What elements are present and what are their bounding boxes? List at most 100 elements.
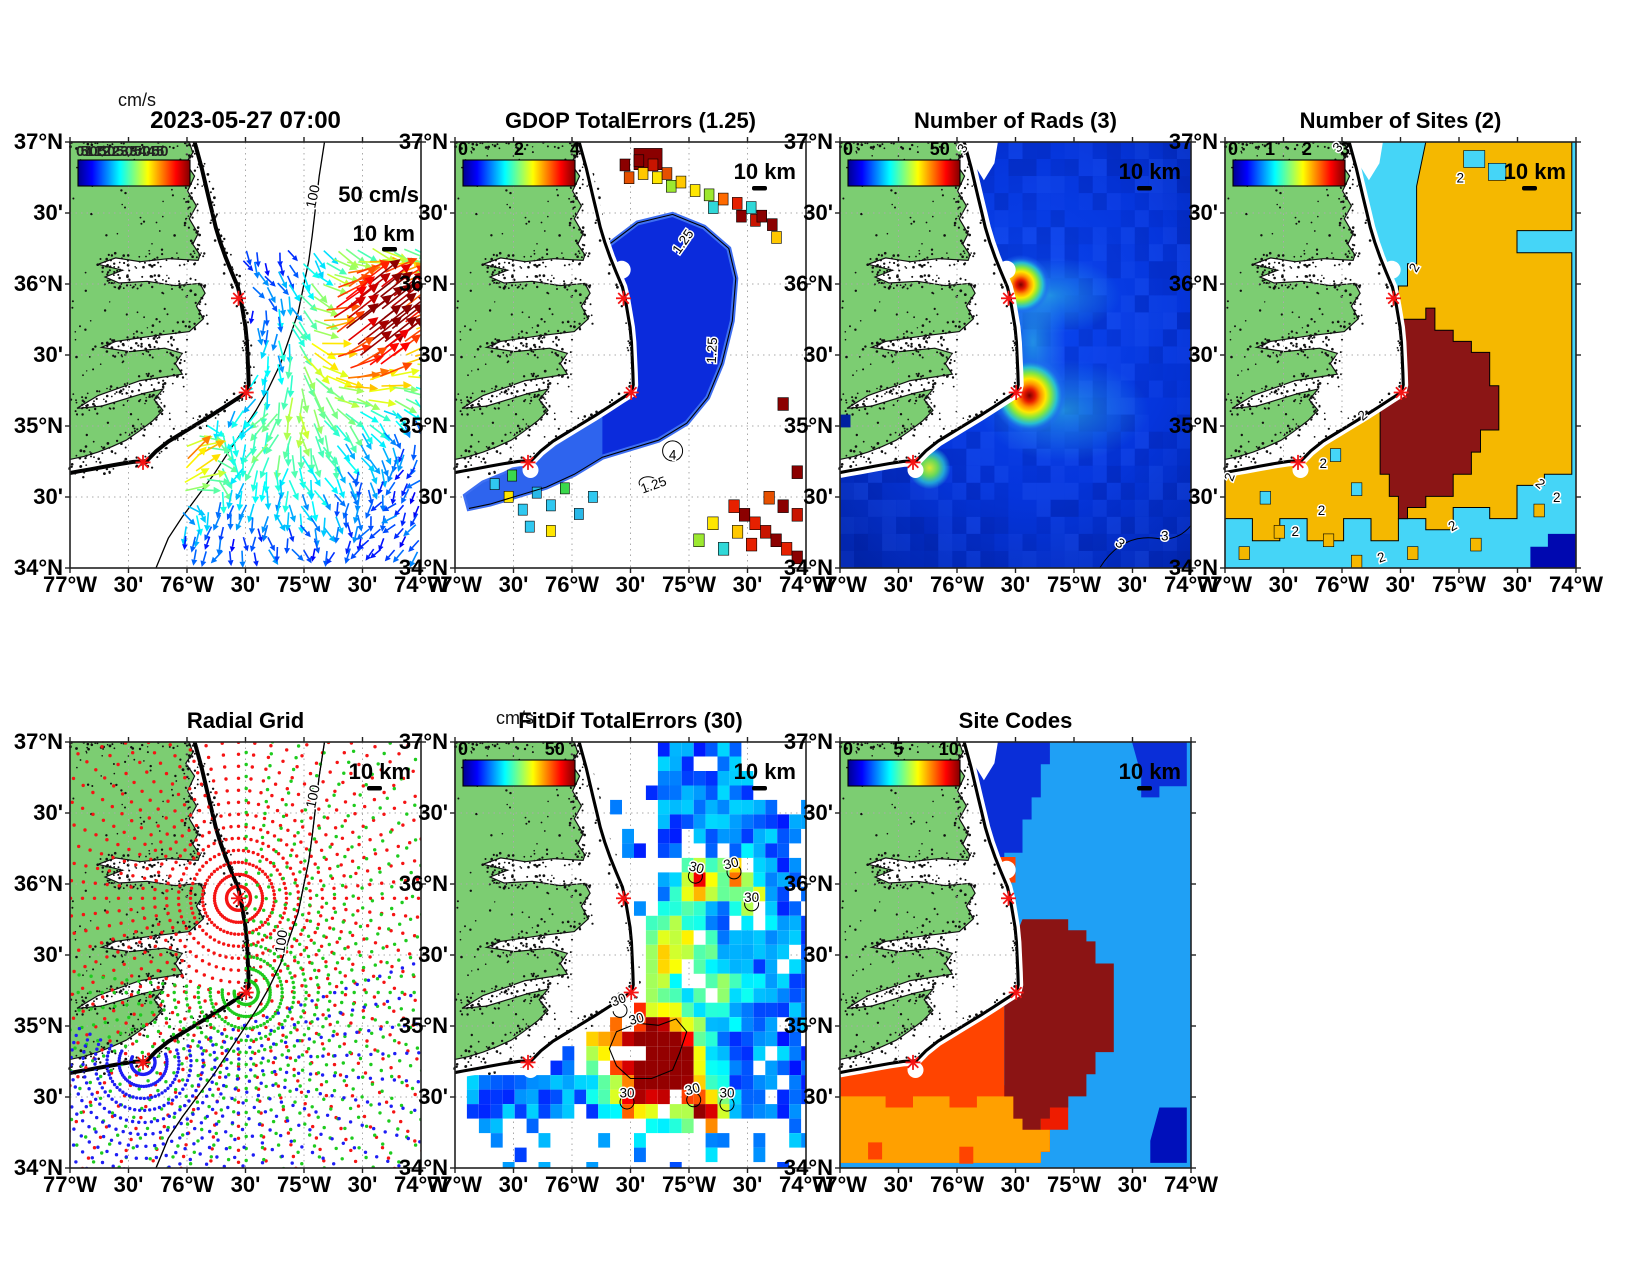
fitdif-field bbox=[466, 742, 806, 1168]
colorbar-tick-label: 3 bbox=[1340, 139, 1350, 159]
y-axis-tick-label: 30' bbox=[33, 200, 63, 225]
x-axis-tick-label: 76°W bbox=[160, 572, 214, 597]
map-scale-label: 10 km bbox=[1119, 159, 1181, 184]
y-axis-tick-label: 36°N bbox=[1169, 271, 1218, 296]
radar-site-marker bbox=[623, 385, 639, 400]
panel-title: 2023-05-27 07:00 bbox=[150, 107, 341, 134]
map-scale-bar bbox=[752, 186, 767, 191]
colorbar-tick-label: 0 bbox=[458, 739, 468, 759]
colorbar-units-label: cm/s bbox=[496, 708, 534, 728]
x-axis-tick-label: 30' bbox=[733, 572, 763, 597]
y-axis-tick-label: 35°N bbox=[14, 413, 63, 438]
x-axis-tick-label: 30' bbox=[616, 572, 646, 597]
map-scale-label: 10 km bbox=[734, 759, 796, 784]
y-axis-tick-label: 34°N bbox=[399, 1155, 448, 1180]
y-axis-tick-label: 30' bbox=[1188, 484, 1218, 509]
x-axis-tick-label: 76°W bbox=[160, 1172, 214, 1197]
y-axis-tick-label: 30' bbox=[33, 484, 63, 509]
contour-label: 2 bbox=[1456, 171, 1464, 186]
x-axis-tick-label: 77°W bbox=[1198, 572, 1252, 597]
y-axis-tick-label: 30' bbox=[418, 1084, 448, 1109]
x-axis-tick-label: 30' bbox=[231, 1172, 261, 1197]
y-axis-tick-label: 34°N bbox=[1169, 555, 1218, 580]
contour-label: 30 bbox=[627, 1010, 645, 1028]
y-axis-tick-label: 30' bbox=[33, 1084, 63, 1109]
contour-label: 30 bbox=[683, 1080, 701, 1098]
y-axis-tick-label: 30' bbox=[1188, 342, 1218, 367]
colorbar-tick-label: 0 bbox=[1228, 139, 1238, 159]
x-axis-tick-label: 30' bbox=[348, 572, 378, 597]
map-scale-label: 10 km bbox=[734, 159, 796, 184]
y-axis-tick-label: 34°N bbox=[14, 555, 63, 580]
radar-site-marker bbox=[238, 985, 254, 1000]
colorbar-units-label: cm/s bbox=[118, 90, 156, 110]
map-scale-bar bbox=[382, 247, 397, 252]
radar-site-marker bbox=[623, 985, 639, 1000]
x-axis-tick-label: 30' bbox=[884, 1172, 914, 1197]
radar-site-marker bbox=[905, 1054, 921, 1070]
x-axis-tick-label: 30' bbox=[348, 1172, 378, 1197]
radar-site-marker bbox=[231, 290, 246, 306]
contour-label: 2 bbox=[1291, 524, 1299, 539]
colorbar-tick-label: 0 bbox=[458, 139, 468, 159]
radar-site-marker bbox=[1008, 385, 1024, 400]
y-axis-tick-label: 34°N bbox=[784, 555, 833, 580]
radar-site-marker bbox=[135, 454, 151, 470]
radar-site-marker bbox=[1001, 290, 1016, 306]
y-axis-tick-label: 36°N bbox=[784, 871, 833, 896]
contour-label: 30 bbox=[722, 854, 740, 872]
colorbar-tick-label: 0 bbox=[843, 739, 853, 759]
x-axis-tick-label: 77°W bbox=[43, 1172, 97, 1197]
radar-site-marker bbox=[135, 1054, 151, 1070]
colorbar-tick-label: 50 bbox=[545, 739, 565, 759]
panel-title: GDOP TotalErrors (1.25) bbox=[505, 108, 756, 133]
panel-radialgrid: Radial Grid 10 km 100 100 77°W 30' 76°W 30' 75°W… bbox=[14, 708, 448, 1197]
radar-site-marker bbox=[1008, 985, 1024, 1000]
x-axis-tick-label: 74°W bbox=[1164, 1172, 1218, 1197]
panel-title: Radial Grid bbox=[187, 708, 304, 733]
x-axis-tick-label: 77°W bbox=[813, 1172, 867, 1197]
y-axis-tick-label: 36°N bbox=[784, 271, 833, 296]
map-scale-label: 10 km bbox=[1119, 759, 1181, 784]
map-scale-label: 10 km bbox=[1504, 159, 1566, 184]
panel-title: Number of Sites (2) bbox=[1300, 108, 1502, 133]
map-scale-bar bbox=[367, 786, 382, 791]
panel-title: FitDif TotalErrors (30) bbox=[518, 708, 743, 733]
x-axis-tick-label: 77°W bbox=[43, 572, 97, 597]
y-axis-tick-label: 37°N bbox=[1169, 129, 1218, 154]
x-axis-tick-label: 74°W bbox=[1549, 572, 1603, 597]
x-axis-tick-label: 30' bbox=[1269, 572, 1299, 597]
radar-site-marker bbox=[1001, 890, 1016, 906]
colorbar-tick-label: 5 bbox=[893, 739, 903, 759]
y-axis-tick-label: 37°N bbox=[14, 729, 63, 754]
colorbar-tick-labels-overlapping: 0 5 10 15 20 25 30 35 40 45 50 bbox=[76, 143, 168, 160]
y-axis-tick-label: 34°N bbox=[399, 555, 448, 580]
x-axis-tick-label: 76°W bbox=[1315, 572, 1369, 597]
y-axis-tick-label: 30' bbox=[803, 484, 833, 509]
y-axis-tick-label: 35°N bbox=[14, 1013, 63, 1038]
x-axis-tick-label: 30' bbox=[1503, 572, 1533, 597]
current-vector-field bbox=[180, 247, 421, 568]
x-axis-tick-label: 30' bbox=[114, 1172, 144, 1197]
isobath-label: 100 bbox=[302, 183, 323, 209]
contour-label: 2 bbox=[1553, 490, 1561, 505]
y-axis-tick-label: 36°N bbox=[399, 871, 448, 896]
x-axis-tick-label: 76°W bbox=[930, 572, 984, 597]
map-scale-label: 10 km bbox=[353, 221, 415, 246]
map-scale-label: 10 km bbox=[349, 759, 411, 784]
y-axis-tick-label: 30' bbox=[33, 342, 63, 367]
radar-site-marker bbox=[616, 290, 631, 306]
x-axis-tick-label: 30' bbox=[1386, 572, 1416, 597]
y-axis-tick-label: 30' bbox=[803, 200, 833, 225]
radar-site-marker bbox=[1290, 454, 1306, 470]
x-axis-tick-label: 30' bbox=[114, 572, 144, 597]
x-axis-tick-label: 30' bbox=[1118, 1172, 1148, 1197]
y-axis-tick-label: 36°N bbox=[399, 271, 448, 296]
x-axis-tick-label: 30' bbox=[616, 1172, 646, 1197]
contour-label: 30 bbox=[609, 990, 628, 1009]
colorbar-tick-label: 1 bbox=[1265, 139, 1275, 159]
contour-label: 2 bbox=[1320, 456, 1328, 471]
